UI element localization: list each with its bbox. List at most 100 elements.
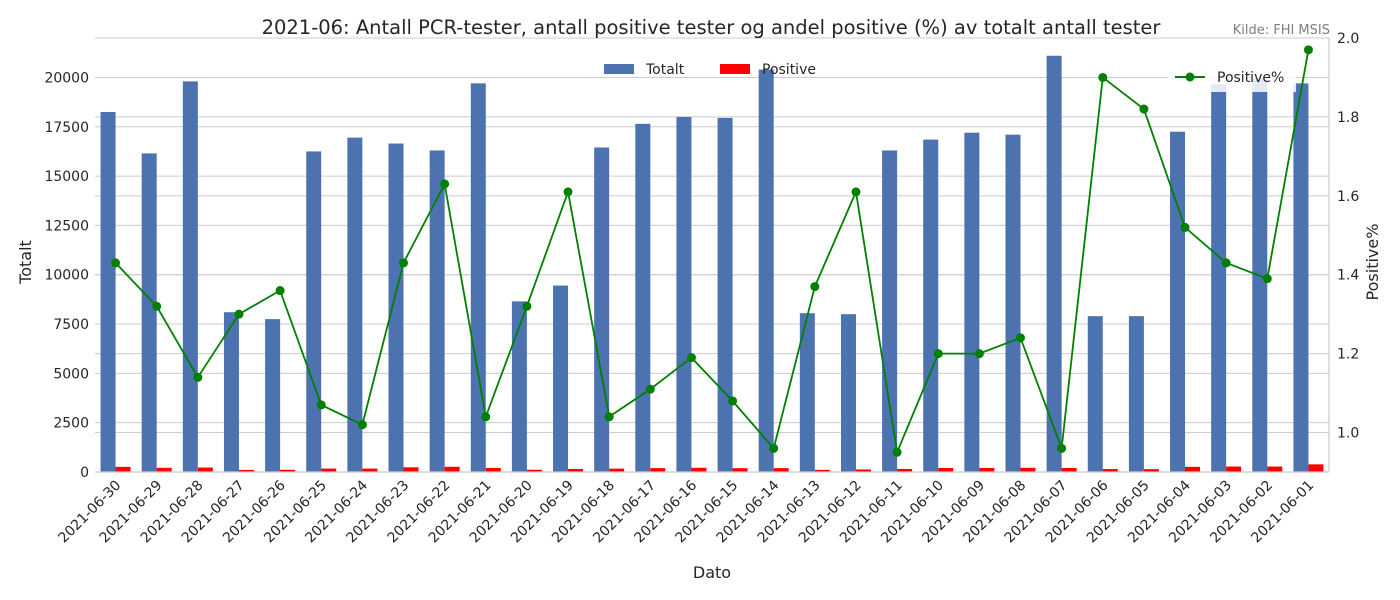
grid: [95, 37, 1329, 473]
point-positive-pct-2021-06-23: [399, 258, 408, 268]
left-y-ticks: 0 2500 5000 7500 10000 12500 15000 17500 20000: [44, 70, 89, 481]
bar-totalt-2021-06-10: [923, 139, 939, 472]
y-axis-label-left: Totalt: [16, 240, 35, 285]
bar-totalt-2021-06-26: [265, 319, 281, 472]
bar-positive-2021-06-26: [280, 469, 296, 472]
bar-positive-2021-06-22: [444, 466, 460, 472]
point-positive-pct-2021-06-27: [234, 309, 244, 319]
bar-positive-2021-06-27: [238, 469, 254, 472]
bar-positive-2021-06-20: [526, 469, 542, 472]
point-positive-pct-2021-06-17: [645, 384, 655, 394]
bar-positive-2021-06-10: [938, 468, 954, 472]
legend-swatch-positive: [720, 64, 750, 74]
bar-positive-2021-06-24: [362, 468, 378, 472]
left-tick-label-3: 7500: [53, 317, 89, 333]
bar-totalt-2021-06-08: [1005, 134, 1021, 472]
point-positive-pct-2021-06-22: [440, 179, 450, 189]
bar-positive-2021-06-06: [1102, 469, 1118, 472]
right-tick-label-3: 1.6: [1337, 189, 1359, 205]
bar-totalt-2021-06-30: [100, 111, 116, 473]
bar-positive-2021-06-28: [197, 467, 213, 472]
left-tick-label-0: 0: [80, 465, 89, 481]
bar-totalt-2021-06-03: [1211, 84, 1227, 472]
bar-totalt-2021-06-05: [1128, 316, 1144, 472]
legend-line: Positive%: [1168, 62, 1296, 92]
bar-totalt-2021-06-07: [1046, 55, 1062, 472]
bar-positive-2021-06-03: [1226, 466, 1242, 472]
bar-positive-2021-06-21: [485, 467, 501, 472]
source-label: Kilde: FHI MSIS: [1233, 23, 1330, 38]
bar-totalt-2021-06-01: [1293, 83, 1309, 472]
bar-positive-2021-06-13: [814, 469, 830, 472]
bar-positive-2021-06-19: [568, 469, 584, 472]
point-positive-pct-2021-06-02: [1262, 274, 1272, 284]
bar-positive-2021-06-09: [979, 467, 995, 472]
line-positive-pct: [114, 49, 1310, 456]
x-ticks: 2021-06-302021-06-292021-06-282021-06-27…: [56, 477, 1318, 546]
chart-title: 2021-06: Antall PCR-tester, antall posit…: [262, 16, 1162, 39]
bar-totalt-2021-06-14: [758, 69, 774, 473]
point-positive-pct-2021-06-12: [851, 187, 861, 197]
bar-positive-2021-06-05: [1143, 469, 1159, 472]
bar-positive-2021-06-25: [321, 468, 337, 472]
legend-bars: Totalt Positive: [604, 62, 816, 78]
line-series: [111, 45, 1313, 457]
point-positive-pct-2021-06-24: [357, 420, 367, 430]
left-tick-label-1: 2500: [53, 416, 89, 432]
y-axis-label-right: Positive%: [1363, 224, 1382, 301]
left-tick-label-4: 10000: [44, 268, 89, 284]
bar-positive-2021-06-15: [732, 468, 748, 472]
point-positive-pct-2021-06-10: [933, 349, 943, 359]
bar-positive-2021-06-02: [1267, 466, 1283, 472]
point-positive-pct-2021-06-19: [563, 187, 573, 197]
point-positive-pct-2021-06-28: [193, 372, 203, 382]
bars: [100, 55, 1324, 473]
bar-totalt-2021-06-28: [182, 81, 198, 473]
point-positive-pct-2021-06-11: [892, 447, 902, 457]
left-tick-label-2: 5000: [53, 366, 89, 382]
left-tick-label-7: 17500: [44, 120, 89, 136]
point-positive-pct-2021-06-14: [769, 443, 779, 453]
right-tick-label-1: 1.2: [1337, 347, 1359, 363]
point-positive-pct-2021-06-08: [1016, 333, 1025, 343]
point-positive-pct-2021-06-15: [728, 396, 738, 406]
bar-totalt-2021-06-12: [840, 314, 856, 472]
right-tick-label-4: 1.8: [1337, 110, 1359, 126]
bar-totalt-2021-06-09: [964, 132, 980, 472]
bar-positive-2021-06-23: [403, 467, 419, 472]
bar-totalt-2021-06-06: [1087, 316, 1103, 472]
bar-positive-2021-06-14: [773, 468, 789, 472]
bar-totalt-2021-06-16: [676, 116, 692, 472]
bar-positive-2021-06-29: [156, 467, 172, 472]
legend-label-positive: Positive: [762, 62, 816, 78]
point-positive-pct-2021-06-30: [111, 258, 121, 268]
point-positive-pct-2021-06-16: [686, 353, 696, 363]
point-positive-pct-2021-06-18: [604, 412, 614, 422]
bar-totalt-2021-06-25: [306, 151, 322, 472]
right-tick-label-2: 1.4: [1337, 268, 1359, 284]
point-positive-pct-2021-06-06: [1098, 72, 1108, 82]
bar-positive-2021-06-17: [650, 468, 666, 472]
bar-totalt-2021-06-04: [1170, 131, 1186, 473]
legend-swatch-totalt: [604, 64, 634, 74]
bar-totalt-2021-06-15: [717, 117, 733, 473]
right-tick-label-0: 1.0: [1337, 426, 1359, 442]
bar-totalt-2021-06-29: [141, 153, 157, 472]
legend-label-positive-pct: Positive%: [1217, 70, 1284, 86]
bar-totalt-2021-06-11: [882, 150, 898, 473]
bar-totalt-2021-06-24: [347, 137, 363, 472]
point-positive-pct-2021-06-09: [974, 349, 984, 359]
left-tick-label-8: 20000: [44, 70, 89, 86]
bar-positive-2021-06-30: [115, 466, 131, 472]
legend-label-totalt: Totalt: [645, 62, 685, 78]
point-positive-pct-2021-06-26: [275, 286, 285, 296]
bar-totalt-2021-06-20: [511, 301, 527, 472]
point-positive-pct-2021-06-13: [810, 282, 820, 292]
right-y-ticks: 1.0 1.2 1.4 1.6 1.8 2.0: [1337, 31, 1359, 442]
axes: [95, 38, 1330, 473]
point-positive-pct-2021-06-29: [152, 301, 162, 311]
bar-positive-2021-06-16: [691, 467, 707, 472]
bar-totalt-2021-06-13: [799, 313, 815, 472]
left-tick-label-6: 15000: [44, 169, 89, 185]
